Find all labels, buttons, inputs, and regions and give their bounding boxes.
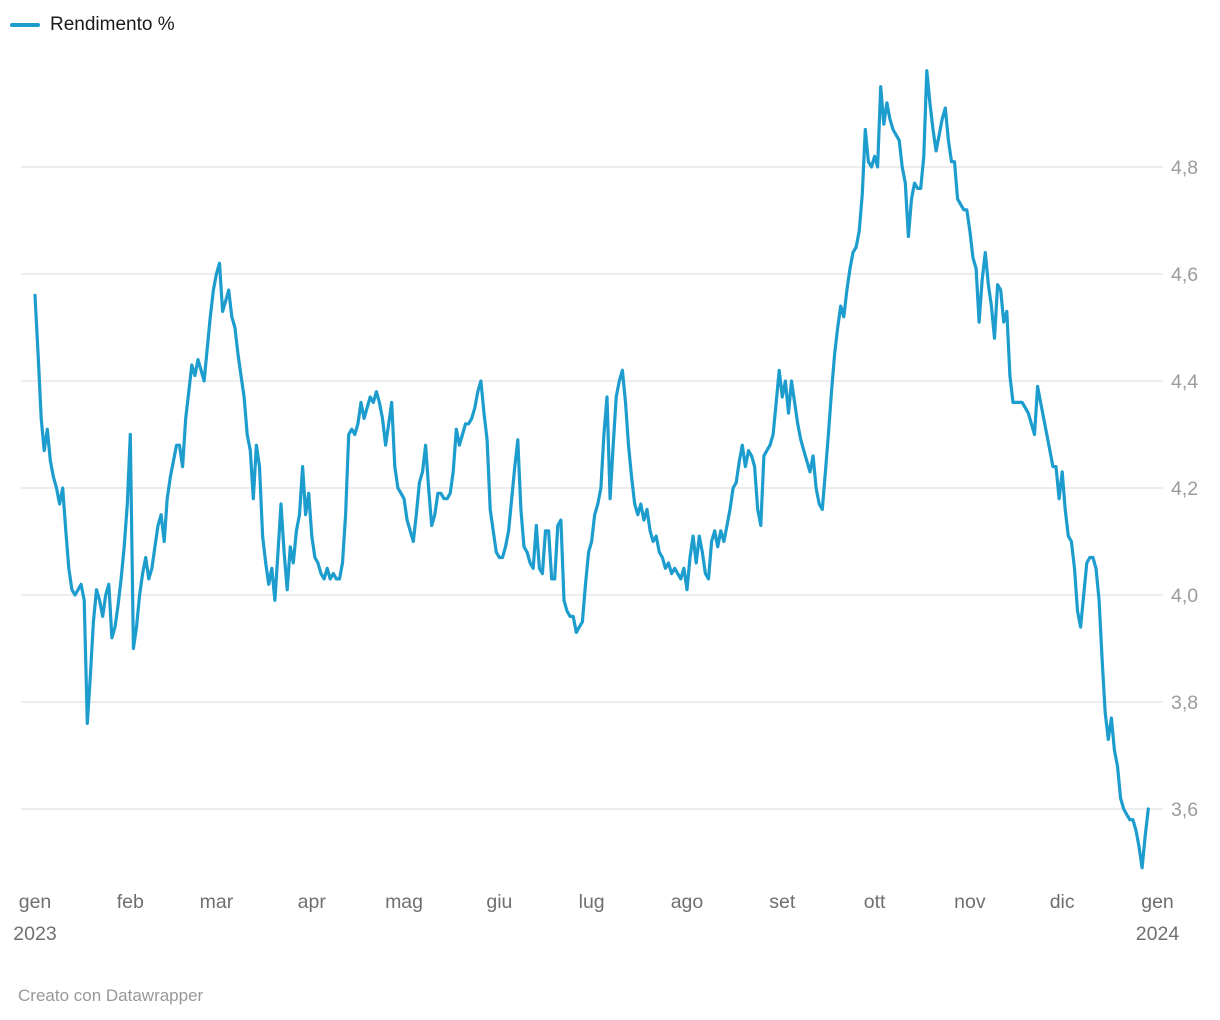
x-axis-year-label: 2023 xyxy=(13,923,56,945)
x-axis-label: gen xyxy=(19,891,52,913)
y-axis-label: 4,6 xyxy=(1171,264,1198,286)
rendimento-line xyxy=(33,69,1150,870)
x-axis-label: set xyxy=(769,891,796,913)
y-axis-label: 3,6 xyxy=(1171,799,1198,821)
x-axis-label: dic xyxy=(1050,891,1075,913)
x-axis-year-label: 2024 xyxy=(1136,923,1180,945)
y-axis-label: 4,0 xyxy=(1171,585,1198,607)
x-axis-label: ott xyxy=(864,891,886,913)
y-axis-label: 4,8 xyxy=(1171,157,1198,179)
x-axis-label: mag xyxy=(385,891,423,913)
legend-line-swatch-icon xyxy=(10,22,40,27)
x-axis-label: feb xyxy=(117,891,144,913)
x-axis-label: mar xyxy=(200,891,234,913)
attribution-text: Creato con Datawrapper xyxy=(18,986,204,1005)
x-axis-label: gen xyxy=(1141,891,1174,913)
legend: Rendimento % xyxy=(10,15,175,34)
y-axis-label: 3,8 xyxy=(1171,692,1198,714)
y-axis-label: 4,2 xyxy=(1171,478,1198,500)
legend-series-label: Rendimento % xyxy=(50,14,175,35)
x-axis-label: lug xyxy=(579,891,605,913)
x-axis-label: ago xyxy=(671,891,704,913)
x-axis-label: apr xyxy=(298,891,327,913)
x-axis-label: giu xyxy=(486,891,512,913)
y-axis-label: 4,4 xyxy=(1171,371,1198,393)
x-axis-label: nov xyxy=(954,891,986,913)
